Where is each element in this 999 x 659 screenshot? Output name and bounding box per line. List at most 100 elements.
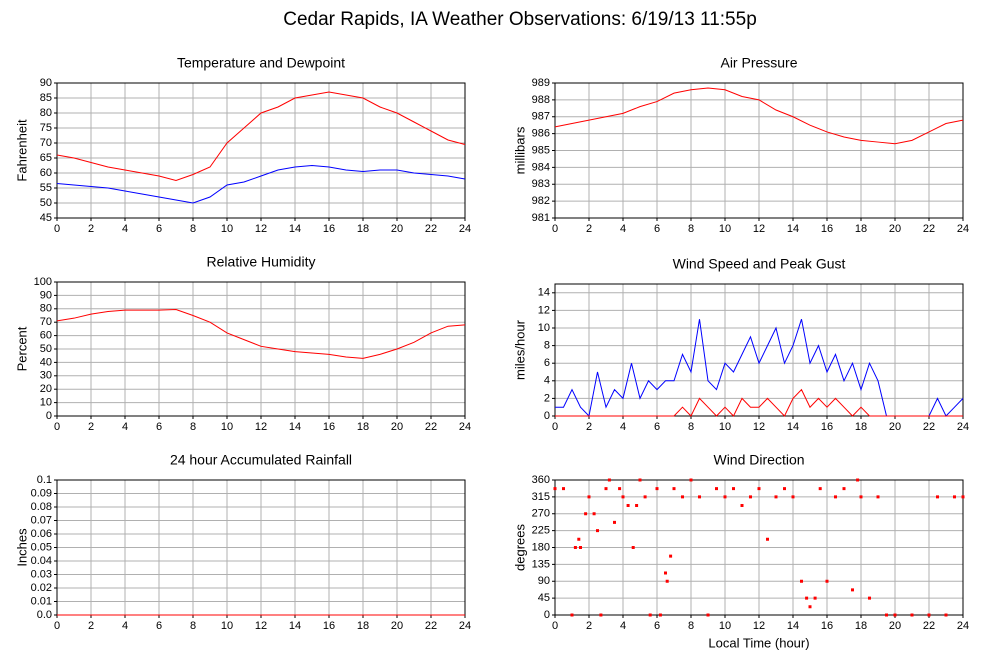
x-tick-label: 12 xyxy=(753,421,765,433)
x-tick-label: 0 xyxy=(54,620,60,632)
y-tick-label: 0 xyxy=(544,410,550,422)
chart-title: Temperature and Dewpoint xyxy=(177,55,345,71)
x-tick-label: 16 xyxy=(323,421,335,433)
x-tick-label: 12 xyxy=(753,223,765,235)
y-tick-label: 988 xyxy=(532,94,550,106)
y-tick-label: 0.08 xyxy=(31,501,52,513)
x-tick-label: 12 xyxy=(753,620,765,632)
y-tick-label: 45 xyxy=(40,212,52,224)
data-point xyxy=(766,537,769,541)
y-tick-label: 0.02 xyxy=(31,582,52,594)
x-tick-label: 10 xyxy=(719,223,731,235)
plot-border xyxy=(56,281,466,417)
data-point xyxy=(626,504,630,507)
y-tick-label: 12 xyxy=(538,304,550,316)
y-tick-label: 10 xyxy=(40,397,52,409)
plot-border xyxy=(554,82,964,219)
y-tick-label: 50 xyxy=(40,197,52,209)
y-axis-label: Percent xyxy=(14,326,29,371)
x-tick-label: 8 xyxy=(190,421,196,433)
data-point xyxy=(893,613,897,617)
chart-title: Air Pressure xyxy=(720,55,797,71)
y-tick-label: 4 xyxy=(544,375,550,387)
data-point xyxy=(706,613,710,617)
data-point xyxy=(618,487,622,491)
x-tick-label: 22 xyxy=(425,620,437,632)
x-tick-label: 6 xyxy=(156,223,162,235)
y-tick-label: 983 xyxy=(532,178,550,190)
y-tick-label: 75 xyxy=(40,122,52,134)
y-tick-label: 8 xyxy=(544,340,550,352)
y-tick-label: 0.01 xyxy=(31,595,52,607)
y-tick-label: 986 xyxy=(532,128,550,140)
x-tick-label: 0 xyxy=(54,223,60,235)
data-point xyxy=(573,546,577,549)
data-point xyxy=(868,596,871,600)
data-point xyxy=(953,495,956,499)
x-tick-label: 2 xyxy=(586,223,592,235)
y-tick-label: 85 xyxy=(40,92,52,104)
x-tick-label: 18 xyxy=(357,620,369,632)
data-point xyxy=(638,478,642,482)
y-axis-label: millibars xyxy=(512,126,527,174)
x-tick-label: 10 xyxy=(719,421,731,433)
y-tick-label: 70 xyxy=(40,137,52,149)
x-tick-label: 14 xyxy=(289,620,301,632)
data-point xyxy=(648,613,652,617)
y-tick-label: 14 xyxy=(538,287,550,299)
x-tick-label: 6 xyxy=(156,421,162,433)
x-tick-label: 20 xyxy=(889,223,901,235)
y-tick-label: 985 xyxy=(532,144,550,156)
x-tick-label: 12 xyxy=(255,421,267,433)
data-point xyxy=(665,579,669,583)
x-tick-label: 22 xyxy=(923,421,935,433)
data-point xyxy=(876,495,880,499)
x-tick-label: 16 xyxy=(323,620,335,632)
x-tick-label: 16 xyxy=(821,421,833,433)
x-tick-label: 16 xyxy=(821,223,833,235)
data-point xyxy=(856,478,860,482)
x-tick-label: 24 xyxy=(957,223,969,235)
x-tick-label: 8 xyxy=(190,620,196,632)
x-tick-label: 14 xyxy=(787,620,799,632)
y-tick-label: 0.09 xyxy=(31,487,52,499)
y-axis-label: Inches xyxy=(14,528,29,567)
x-tick-label: 0 xyxy=(54,421,60,433)
data-point xyxy=(579,546,582,549)
x-tick-label: 20 xyxy=(391,620,403,632)
x-tick-label: 18 xyxy=(855,421,867,433)
plot-border xyxy=(554,283,964,417)
plot-border xyxy=(56,82,466,219)
y-axis-label: Fahrenheit xyxy=(14,119,29,182)
data-point xyxy=(749,495,752,499)
y-tick-label: 50 xyxy=(40,343,52,355)
data-point xyxy=(818,487,822,491)
x-tick-label: 10 xyxy=(221,620,233,632)
data-point xyxy=(681,495,684,499)
data-point xyxy=(791,495,795,499)
y-tick-label: 2 xyxy=(544,392,550,404)
data-point xyxy=(859,495,863,499)
x-tick-label: 6 xyxy=(156,620,162,632)
x-tick-label: 24 xyxy=(957,620,969,632)
data-line xyxy=(56,308,466,359)
data-point xyxy=(607,478,611,482)
y-tick-label: 360 xyxy=(532,474,550,486)
x-tick-label: 18 xyxy=(357,223,369,235)
y-tick-label: 0 xyxy=(544,609,550,621)
x-tick-label: 2 xyxy=(88,421,94,433)
y-tick-label: 225 xyxy=(532,525,550,537)
x-tick-label: 2 xyxy=(586,421,592,433)
data-point xyxy=(599,613,603,617)
plot-border xyxy=(554,479,964,616)
x-tick-label: 8 xyxy=(688,421,694,433)
x-tick-label: 6 xyxy=(654,620,660,632)
x-tick-label: 2 xyxy=(586,620,592,632)
data-point xyxy=(562,487,565,491)
y-tick-label: 55 xyxy=(40,182,52,194)
x-tick-label: 24 xyxy=(459,223,471,235)
data-point xyxy=(553,487,557,491)
x-tick-label: 22 xyxy=(923,620,935,632)
y-tick-label: 20 xyxy=(40,383,52,395)
y-tick-label: 180 xyxy=(532,541,550,553)
